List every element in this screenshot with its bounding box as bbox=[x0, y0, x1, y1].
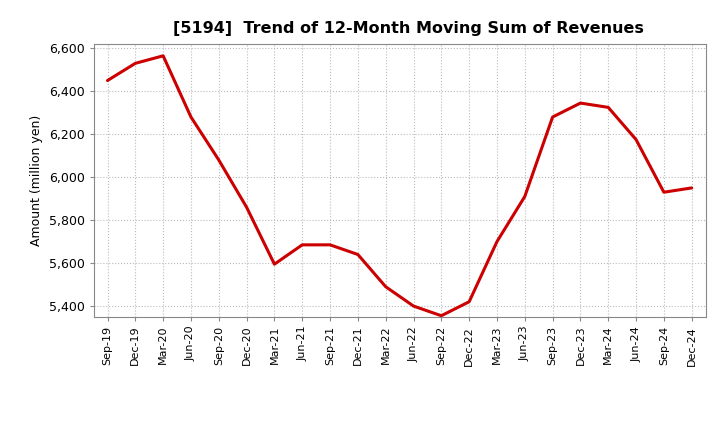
Text: [5194]  Trend of 12-Month Moving Sum of Revenues: [5194] Trend of 12-Month Moving Sum of R… bbox=[174, 21, 644, 36]
Y-axis label: Amount (million yen): Amount (million yen) bbox=[30, 115, 43, 246]
